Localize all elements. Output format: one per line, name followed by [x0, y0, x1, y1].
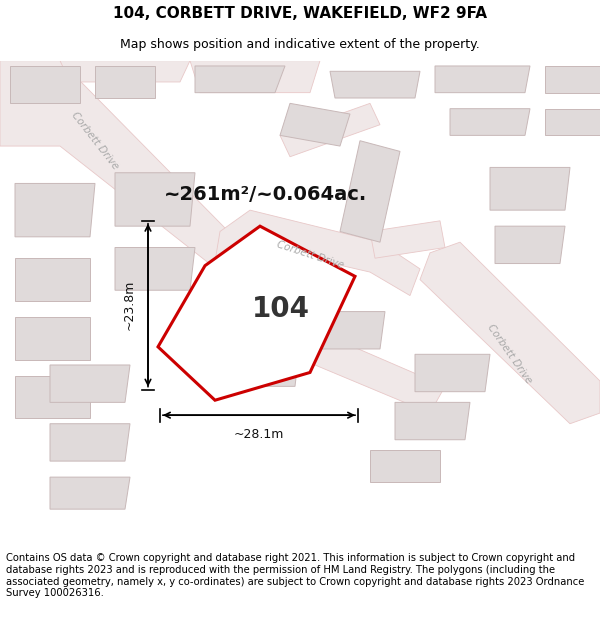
Text: Corbett Drive: Corbett Drive [70, 110, 121, 171]
Text: 104: 104 [251, 295, 310, 323]
Polygon shape [545, 109, 600, 136]
Polygon shape [115, 173, 195, 226]
Polygon shape [370, 221, 445, 258]
Polygon shape [95, 66, 155, 98]
Text: ~28.1m: ~28.1m [234, 428, 284, 441]
Polygon shape [50, 424, 130, 461]
Text: ~23.8m: ~23.8m [123, 280, 136, 331]
Polygon shape [190, 61, 320, 92]
Polygon shape [280, 103, 380, 157]
Polygon shape [158, 226, 355, 400]
Text: 104, CORBETT DRIVE, WAKEFIELD, WF2 9FA: 104, CORBETT DRIVE, WAKEFIELD, WF2 9FA [113, 6, 487, 21]
Polygon shape [60, 61, 190, 82]
Polygon shape [215, 210, 420, 296]
Polygon shape [450, 109, 530, 136]
Polygon shape [15, 258, 90, 301]
Polygon shape [200, 287, 445, 413]
Text: Corbett Drive: Corbett Drive [486, 322, 534, 386]
Polygon shape [490, 168, 570, 210]
Polygon shape [495, 226, 565, 264]
Polygon shape [435, 66, 530, 92]
Polygon shape [395, 402, 470, 440]
Polygon shape [215, 285, 300, 328]
Polygon shape [10, 66, 80, 103]
Polygon shape [15, 317, 90, 359]
Polygon shape [50, 477, 130, 509]
Polygon shape [415, 354, 490, 392]
Text: Corbett Drive: Corbett Drive [275, 239, 345, 271]
Polygon shape [330, 71, 420, 98]
Polygon shape [315, 312, 385, 349]
Polygon shape [370, 451, 440, 482]
Polygon shape [195, 66, 285, 92]
Text: ~261m²/~0.064ac.: ~261m²/~0.064ac. [163, 184, 367, 204]
Polygon shape [50, 365, 130, 403]
Polygon shape [115, 248, 195, 290]
Polygon shape [15, 376, 90, 418]
Polygon shape [215, 344, 300, 386]
Polygon shape [545, 66, 600, 92]
Polygon shape [340, 141, 400, 242]
Polygon shape [280, 103, 350, 146]
Text: Map shows position and indicative extent of the property.: Map shows position and indicative extent… [120, 38, 480, 51]
Text: Contains OS data © Crown copyright and database right 2021. This information is : Contains OS data © Crown copyright and d… [6, 553, 584, 598]
Polygon shape [15, 184, 95, 237]
Polygon shape [0, 61, 260, 296]
Polygon shape [420, 242, 600, 424]
